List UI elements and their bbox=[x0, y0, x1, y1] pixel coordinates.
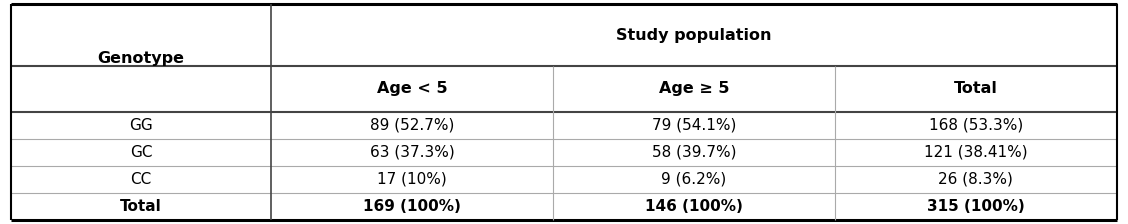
Text: 315 (100%): 315 (100%) bbox=[927, 199, 1024, 213]
Text: Age ≥ 5: Age ≥ 5 bbox=[659, 81, 729, 96]
Text: CC: CC bbox=[131, 172, 152, 187]
Text: 79 (54.1%): 79 (54.1%) bbox=[652, 118, 737, 133]
Text: Age < 5: Age < 5 bbox=[377, 81, 448, 96]
Text: 169 (100%): 169 (100%) bbox=[363, 199, 461, 213]
Text: 17 (10%): 17 (10%) bbox=[377, 172, 447, 187]
Text: GC: GC bbox=[130, 145, 152, 160]
Text: 89 (52.7%): 89 (52.7%) bbox=[370, 118, 455, 133]
Text: Genotype: Genotype bbox=[98, 51, 185, 66]
Text: 9 (6.2%): 9 (6.2%) bbox=[661, 172, 726, 187]
Text: Total: Total bbox=[121, 199, 162, 213]
Text: 168 (53.3%): 168 (53.3%) bbox=[928, 118, 1023, 133]
Text: 146 (100%): 146 (100%) bbox=[645, 199, 743, 213]
Text: GG: GG bbox=[130, 118, 153, 133]
Text: 121 (38.41%): 121 (38.41%) bbox=[924, 145, 1028, 160]
Text: Study population: Study population bbox=[616, 28, 772, 43]
Text: 58 (39.7%): 58 (39.7%) bbox=[652, 145, 737, 160]
Text: 63 (37.3%): 63 (37.3%) bbox=[370, 145, 455, 160]
Text: Total: Total bbox=[954, 81, 997, 96]
Text: 26 (8.3%): 26 (8.3%) bbox=[938, 172, 1013, 187]
